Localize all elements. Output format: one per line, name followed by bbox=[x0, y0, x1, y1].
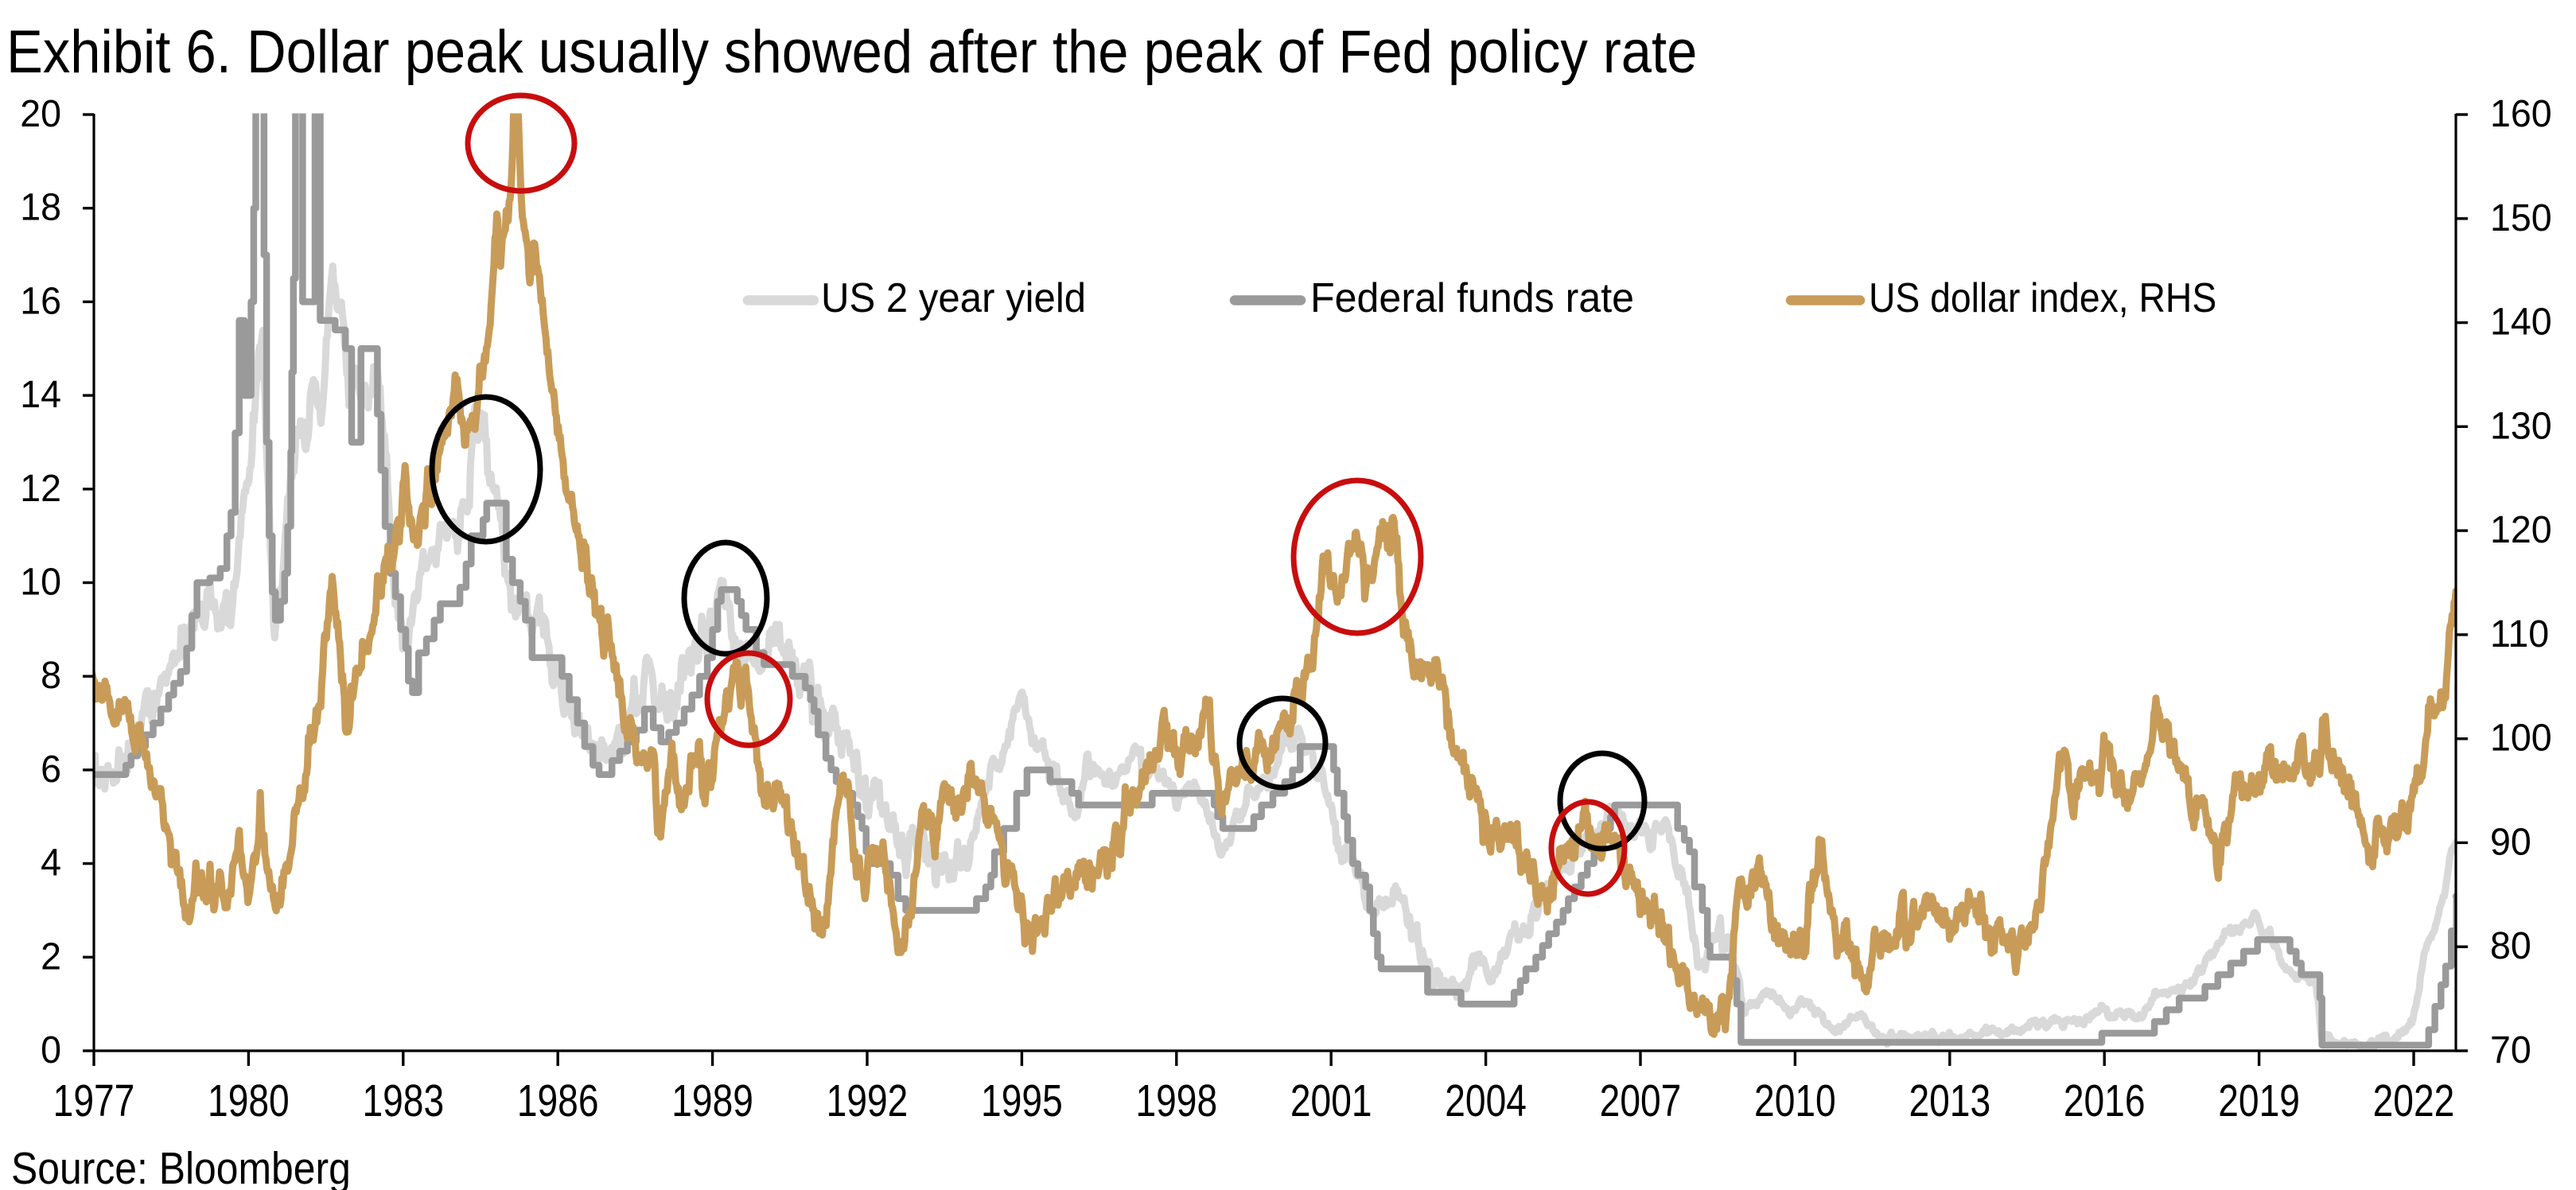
svg-text:16: 16 bbox=[20, 280, 61, 323]
svg-text:100: 100 bbox=[2490, 717, 2552, 760]
svg-text:2019: 2019 bbox=[2218, 1075, 2300, 1126]
svg-text:2007: 2007 bbox=[1600, 1075, 1682, 1126]
svg-text:2022: 2022 bbox=[2373, 1075, 2455, 1126]
svg-text:2013: 2013 bbox=[1909, 1075, 1990, 1126]
svg-text:1983: 1983 bbox=[362, 1075, 444, 1126]
svg-text:US dollar index, RHS: US dollar index, RHS bbox=[1869, 275, 2216, 321]
svg-text:1977: 1977 bbox=[53, 1075, 135, 1126]
svg-text:110: 110 bbox=[2490, 612, 2549, 655]
svg-text:20: 20 bbox=[20, 92, 61, 135]
svg-text:1986: 1986 bbox=[517, 1075, 599, 1126]
svg-text:18: 18 bbox=[20, 186, 61, 229]
svg-text:10: 10 bbox=[20, 561, 61, 604]
svg-text:Exhibit 6. Dollar peak usually: Exhibit 6. Dollar peak usually showed af… bbox=[6, 18, 1697, 86]
svg-text:Source: Bloomberg: Source: Bloomberg bbox=[11, 1144, 351, 1190]
svg-text:6: 6 bbox=[41, 748, 61, 791]
svg-text:0: 0 bbox=[41, 1029, 61, 1071]
svg-text:1992: 1992 bbox=[827, 1075, 909, 1126]
svg-text:12: 12 bbox=[20, 467, 61, 510]
svg-text:Federal funds rate: Federal funds rate bbox=[1310, 274, 1634, 321]
svg-text:1995: 1995 bbox=[981, 1075, 1063, 1126]
svg-text:80: 80 bbox=[2490, 925, 2531, 968]
svg-text:140: 140 bbox=[2490, 301, 2552, 344]
svg-text:70: 70 bbox=[2490, 1029, 2531, 1071]
svg-text:90: 90 bbox=[2490, 821, 2531, 864]
svg-text:2001: 2001 bbox=[1290, 1075, 1372, 1126]
svg-text:2010: 2010 bbox=[1754, 1075, 1836, 1126]
svg-text:160: 160 bbox=[2490, 92, 2552, 135]
svg-text:1989: 1989 bbox=[671, 1075, 753, 1126]
svg-text:8: 8 bbox=[41, 655, 61, 698]
svg-text:2016: 2016 bbox=[2064, 1075, 2146, 1126]
svg-text:2: 2 bbox=[41, 935, 61, 978]
svg-text:4: 4 bbox=[41, 842, 61, 885]
svg-text:14: 14 bbox=[20, 373, 61, 416]
svg-text:2004: 2004 bbox=[1445, 1075, 1527, 1126]
svg-text:1998: 1998 bbox=[1135, 1075, 1217, 1126]
svg-text:130: 130 bbox=[2490, 405, 2552, 448]
svg-text:US 2 year yield: US 2 year yield bbox=[821, 274, 1086, 321]
svg-text:150: 150 bbox=[2490, 196, 2552, 239]
svg-text:120: 120 bbox=[2490, 508, 2552, 551]
svg-text:1980: 1980 bbox=[208, 1075, 290, 1126]
